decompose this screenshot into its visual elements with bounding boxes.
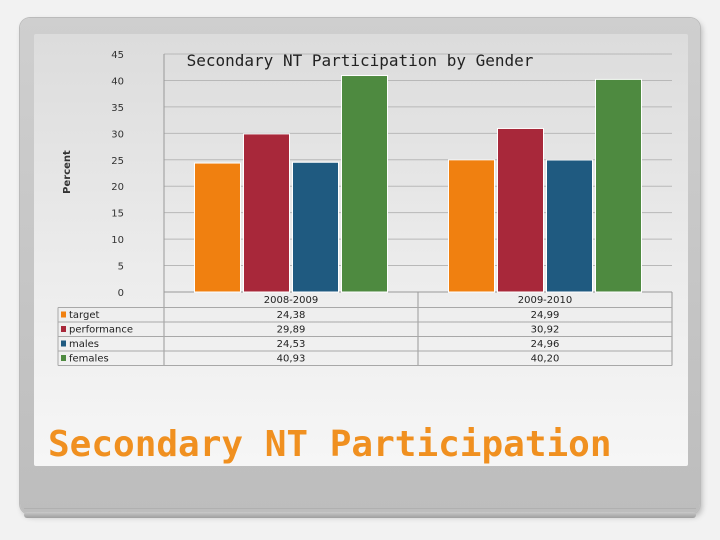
legend-entry: target xyxy=(69,310,99,321)
bar-performance xyxy=(497,127,544,293)
x-tick-label: 2008-2009 xyxy=(264,295,319,306)
y-tick-label: 30 xyxy=(111,129,124,140)
bar-target xyxy=(448,159,495,293)
legend-swatch-performance xyxy=(61,326,66,332)
legend-entry: males xyxy=(69,339,99,350)
x-tick-label: 2009-2010 xyxy=(518,295,573,306)
y-tick-label: 35 xyxy=(111,103,124,114)
data-label: 40,20 xyxy=(531,354,560,365)
data-label: 40,93 xyxy=(277,354,306,365)
data-label: 24,53 xyxy=(277,339,306,350)
data-label: 24,99 xyxy=(531,310,560,321)
bar-males xyxy=(292,161,339,293)
bar-males xyxy=(546,159,593,293)
legend-swatch-males xyxy=(61,340,66,347)
y-tick-label: 25 xyxy=(111,156,124,167)
y-tick-label: 0 xyxy=(118,288,124,299)
legend-swatch-females xyxy=(61,355,66,361)
footer-divider xyxy=(24,508,696,509)
data-label: 24,96 xyxy=(531,339,560,350)
bar-females xyxy=(341,75,388,293)
footer-bar xyxy=(24,512,696,518)
data-label: 30,92 xyxy=(531,325,560,336)
y-tick-label: 40 xyxy=(111,76,124,87)
chart-title: Secondary NT Participation by Gender xyxy=(187,51,534,70)
y-tick-label: 45 xyxy=(111,50,124,61)
y-tick-label: 10 xyxy=(111,235,124,246)
bar-females xyxy=(595,78,642,293)
y-tick-label: 15 xyxy=(111,209,124,220)
y-tick-label: 5 xyxy=(118,262,124,273)
bar-performance xyxy=(243,133,290,293)
data-label: 29,89 xyxy=(277,325,306,336)
y-axis-label: Percent xyxy=(62,150,73,194)
legend-entry: females xyxy=(69,354,109,365)
legend-swatch-target xyxy=(61,311,66,318)
legend-entry: performance xyxy=(69,325,133,336)
y-tick-label: 20 xyxy=(111,182,124,193)
data-label: 24,38 xyxy=(277,310,306,321)
bar-target xyxy=(194,162,241,293)
slide-title: Secondary NT Participation xyxy=(48,424,612,465)
